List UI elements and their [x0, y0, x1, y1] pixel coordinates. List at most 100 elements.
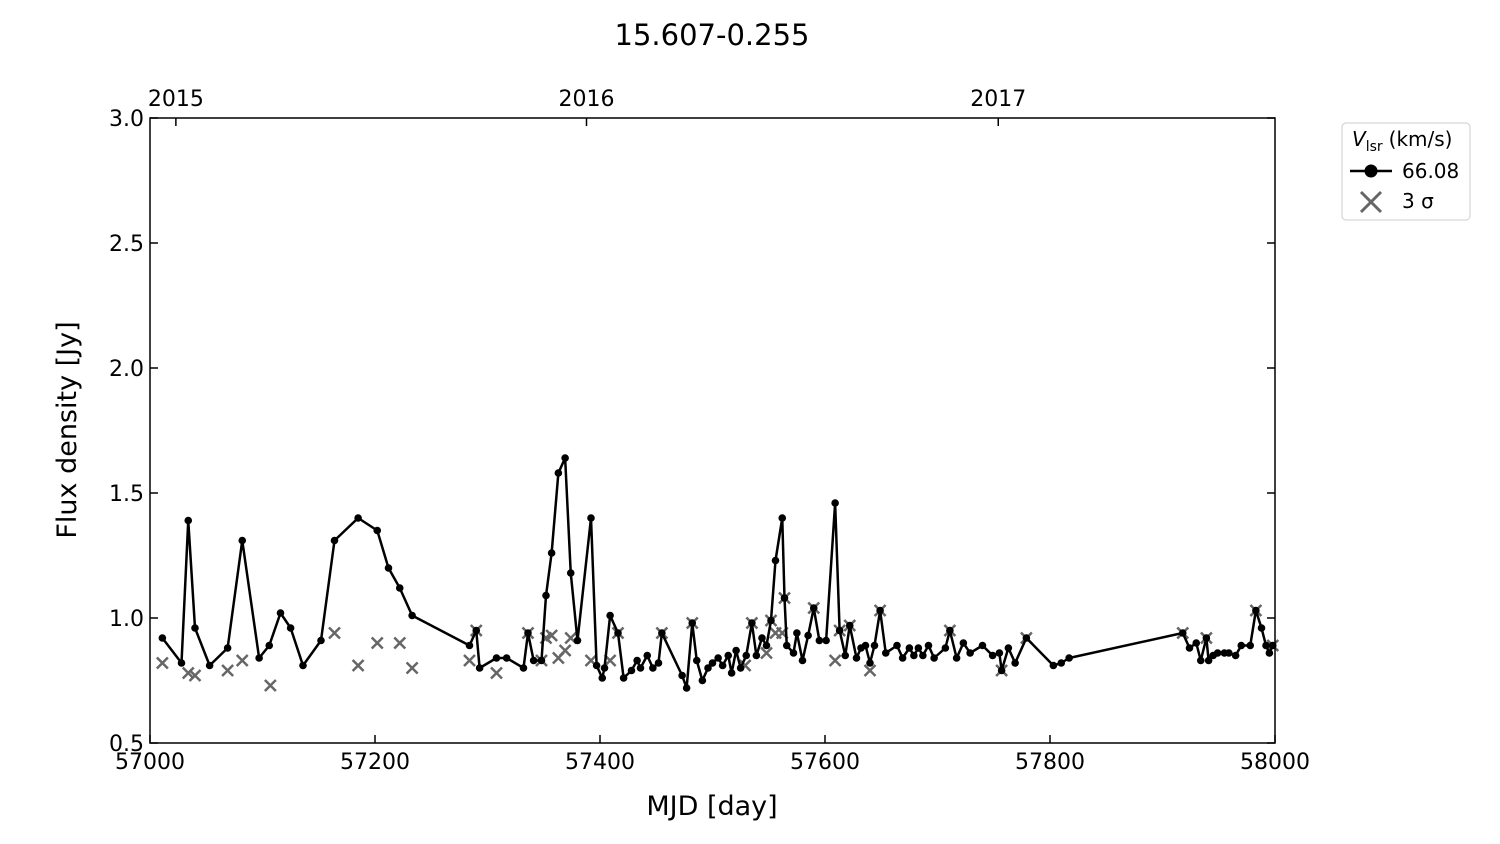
y-tick-label: 2.0 — [109, 357, 144, 382]
point-marker — [1057, 659, 1066, 667]
sigma-marker — [221, 664, 235, 677]
point-marker — [408, 611, 416, 620]
point-marker — [395, 584, 404, 592]
point-marker — [184, 516, 193, 525]
point-marker — [914, 644, 923, 652]
point-marker — [995, 649, 1004, 657]
point-marker — [881, 649, 890, 657]
point-marker — [1065, 654, 1073, 662]
plot-frame — [149, 117, 1276, 744]
sigma-marker — [393, 636, 407, 650]
point-marker — [592, 661, 601, 670]
point-marker — [554, 469, 563, 477]
x-axis-label: MJD [day] — [646, 791, 777, 822]
legend-marker — [1359, 190, 1383, 214]
sigma-marker — [760, 646, 773, 660]
point-marker — [732, 646, 740, 655]
point-marker — [547, 549, 556, 557]
sigma-marker — [863, 664, 877, 677]
point-marker — [870, 641, 879, 650]
legend-box — [1341, 122, 1471, 221]
point-marker — [752, 651, 761, 660]
sigma-marker — [370, 636, 384, 650]
sigma-marker — [181, 666, 195, 680]
point-marker — [893, 641, 901, 650]
point-marker — [1237, 641, 1246, 650]
point-marker — [798, 656, 807, 665]
point-marker — [809, 604, 818, 612]
point-marker — [758, 634, 766, 642]
legend-label: 3 σ — [1402, 189, 1434, 213]
point-marker — [1246, 641, 1255, 650]
point-marker — [529, 656, 538, 665]
sigma-marker — [828, 654, 842, 667]
point-marker — [465, 641, 474, 650]
point-marker — [627, 666, 636, 675]
point-marker — [573, 636, 582, 645]
point-marker — [1225, 649, 1233, 657]
point-marker — [905, 644, 914, 652]
point-marker — [714, 654, 722, 662]
point-marker — [524, 629, 532, 637]
sigma-marker — [263, 679, 277, 692]
point-marker — [384, 564, 393, 572]
chart-title: 15.607-0.255 — [615, 18, 810, 52]
sigma-marker — [351, 659, 365, 672]
point-marker — [317, 636, 325, 645]
legend-title: Vlsr (km/s) — [1352, 127, 1452, 155]
point-marker — [941, 644, 950, 652]
sigma-marker — [328, 626, 341, 640]
point-marker — [1178, 629, 1187, 637]
point-marker — [988, 651, 997, 660]
point-marker — [780, 594, 789, 602]
legend: Vlsr (km/s) 66.08 3 σ — [1341, 122, 1471, 221]
point-marker — [636, 664, 645, 672]
point-marker — [492, 654, 501, 662]
point-marker — [1231, 651, 1240, 660]
point-marker — [704, 664, 712, 672]
point-marker — [778, 514, 787, 522]
point-marker — [852, 654, 861, 662]
point-marker — [354, 514, 362, 522]
point-marker — [223, 644, 232, 652]
sigma-marker — [405, 661, 419, 675]
point-marker — [698, 676, 707, 685]
x-tick-label: 57200 — [340, 750, 410, 775]
point-marker — [835, 626, 844, 635]
point-marker — [286, 624, 295, 632]
point-marker — [1262, 641, 1270, 650]
legend-title-symbol: V — [1352, 127, 1367, 151]
point-marker — [736, 664, 745, 672]
legend-title-subscript: lsr — [1366, 139, 1383, 155]
point-marker — [1252, 606, 1260, 615]
point-marker — [930, 654, 938, 662]
y-tick-label: 1.5 — [109, 482, 144, 507]
point-marker — [654, 659, 663, 667]
point-marker — [919, 651, 927, 660]
point-marker — [978, 641, 987, 650]
point-marker — [1213, 649, 1222, 657]
point-marker — [542, 591, 550, 600]
x-tick-label: 57800 — [1015, 750, 1085, 775]
point-marker — [682, 684, 691, 692]
series-line — [161, 456, 1274, 690]
plot-area — [155, 454, 1280, 692]
legend-marker — [1364, 164, 1378, 178]
point-marker — [804, 631, 812, 640]
point-marker — [519, 664, 528, 672]
sigma-marker — [558, 644, 572, 657]
x2-tick-label: 2016 — [559, 87, 615, 112]
point-marker — [606, 611, 614, 620]
point-marker — [688, 619, 697, 627]
point-marker — [724, 651, 733, 660]
point-marker — [1185, 644, 1194, 652]
sigma-marker — [155, 656, 169, 670]
x2-tick-label: 2015 — [148, 87, 204, 112]
point-marker — [841, 651, 850, 660]
point-marker — [789, 649, 798, 657]
point-marker — [633, 656, 641, 665]
point-marker — [762, 641, 771, 650]
point-marker — [708, 659, 717, 667]
sigma-marker — [188, 669, 202, 682]
